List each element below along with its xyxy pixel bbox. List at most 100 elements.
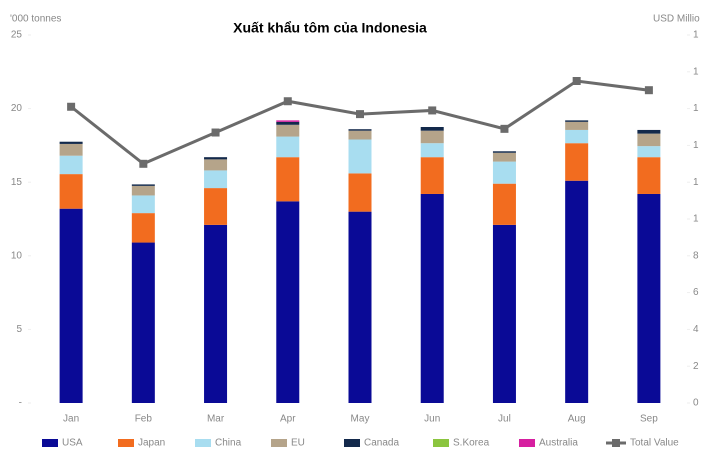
y2-tick-label: 1 xyxy=(693,140,699,151)
bar-segment xyxy=(276,121,300,125)
y-tick-label: 15 xyxy=(11,177,23,188)
legend-swatch xyxy=(612,439,620,447)
bar-segment xyxy=(348,173,372,212)
y2-tick-label: 2 xyxy=(693,361,699,372)
line-marker xyxy=(500,124,509,133)
y2-tick-label: 1 xyxy=(693,177,699,188)
bar-segment xyxy=(637,157,661,194)
bar-segment xyxy=(492,161,516,184)
bar-segment xyxy=(492,183,516,225)
legend-label: EU xyxy=(291,438,305,449)
bar-segment xyxy=(420,193,444,403)
bar-segment xyxy=(637,129,661,134)
y-axis-label: '000 tonnes xyxy=(10,14,61,25)
bar-segment xyxy=(131,242,155,403)
bar-segment xyxy=(276,136,300,158)
bar-segment xyxy=(276,157,300,202)
bar-segment xyxy=(420,127,444,131)
line-marker xyxy=(572,77,581,85)
legend-swatch xyxy=(433,439,449,447)
bar-segment xyxy=(492,152,516,162)
legend-swatch xyxy=(519,439,535,447)
legend-label: Australia xyxy=(539,438,578,449)
legend-label: USA xyxy=(62,438,83,449)
bar-segment xyxy=(348,211,372,403)
line-marker xyxy=(356,110,364,119)
bar-segment xyxy=(637,133,661,147)
y2-tick-label: 0 xyxy=(693,398,699,409)
bar-segment xyxy=(131,213,155,243)
y2-tick-label: 1 xyxy=(693,103,699,114)
bar-segment xyxy=(204,157,228,160)
line-marker xyxy=(139,159,148,168)
line-marker xyxy=(428,106,437,115)
legend-swatch xyxy=(344,439,360,447)
bar-segment xyxy=(565,120,589,122)
bar-segment xyxy=(492,224,516,403)
y-tick-label: 10 xyxy=(11,250,23,261)
bar-segment xyxy=(565,129,589,144)
bar-segment xyxy=(276,201,300,403)
bar-segment xyxy=(59,155,83,175)
bar-segment xyxy=(565,121,589,130)
y2-tick-label: 1 xyxy=(693,66,699,77)
x-tick-label: Sep xyxy=(640,414,658,425)
legend-label: Canada xyxy=(364,438,399,449)
bar-segment xyxy=(204,188,228,225)
bar-segment xyxy=(59,208,83,403)
bar-segment xyxy=(492,151,516,153)
legend-swatch xyxy=(118,439,134,447)
y2-tick-label: 8 xyxy=(693,250,699,261)
y-tick-label: 25 xyxy=(11,30,23,41)
bar-segment xyxy=(204,159,228,171)
bar-segment xyxy=(348,129,372,131)
legend-label: Japan xyxy=(138,438,165,449)
legend-label: Total Value xyxy=(630,438,679,449)
bar-segment xyxy=(420,157,444,194)
chart-title: Xuất khẩu tôm của Indonesia xyxy=(233,20,427,36)
x-tick-label: May xyxy=(351,414,370,425)
x-tick-label: Jul xyxy=(498,414,511,425)
bar-segment xyxy=(276,124,300,137)
bar-segment xyxy=(348,130,372,140)
y2-tick-label: 1 xyxy=(693,30,699,41)
legend-label: China xyxy=(215,438,242,449)
legend-swatch xyxy=(271,439,287,447)
bar-segment xyxy=(348,139,372,174)
bar-segment xyxy=(420,143,444,158)
bar-segment xyxy=(637,146,661,158)
y-tick-label: 5 xyxy=(16,324,22,335)
bar-segment xyxy=(131,195,155,214)
x-tick-label: Jun xyxy=(424,414,440,425)
legend-label: S.Korea xyxy=(453,438,490,449)
line-marker xyxy=(67,102,76,111)
bar-segment xyxy=(637,193,661,403)
line-marker xyxy=(644,86,653,95)
line-marker xyxy=(283,97,292,106)
bar-segment xyxy=(131,185,155,196)
y2-tick-label: 1 xyxy=(693,214,699,225)
bar-segment xyxy=(131,184,155,186)
bar-segment xyxy=(204,170,228,189)
legend-swatch xyxy=(195,439,211,447)
y2-axis-label: USD Millio xyxy=(653,14,700,25)
bar-segment xyxy=(59,141,83,144)
bar-segment xyxy=(420,130,444,144)
x-tick-label: Jan xyxy=(63,414,79,425)
legend-swatch xyxy=(42,439,58,447)
line-marker xyxy=(211,128,220,137)
x-tick-label: Feb xyxy=(135,414,153,425)
x-tick-label: Mar xyxy=(207,414,225,425)
bar-segment xyxy=(276,120,300,122)
bar-segment xyxy=(565,143,589,181)
y-tick-label: 20 xyxy=(11,103,23,114)
bar-segment xyxy=(204,224,228,403)
x-tick-label: Apr xyxy=(280,414,296,425)
bar-segment xyxy=(59,143,83,156)
y2-tick-label: 4 xyxy=(693,324,699,335)
x-tick-label: Aug xyxy=(568,414,586,425)
y-tick-label: - xyxy=(19,398,22,409)
bar-segment xyxy=(565,180,589,403)
y2-tick-label: 6 xyxy=(693,287,699,298)
